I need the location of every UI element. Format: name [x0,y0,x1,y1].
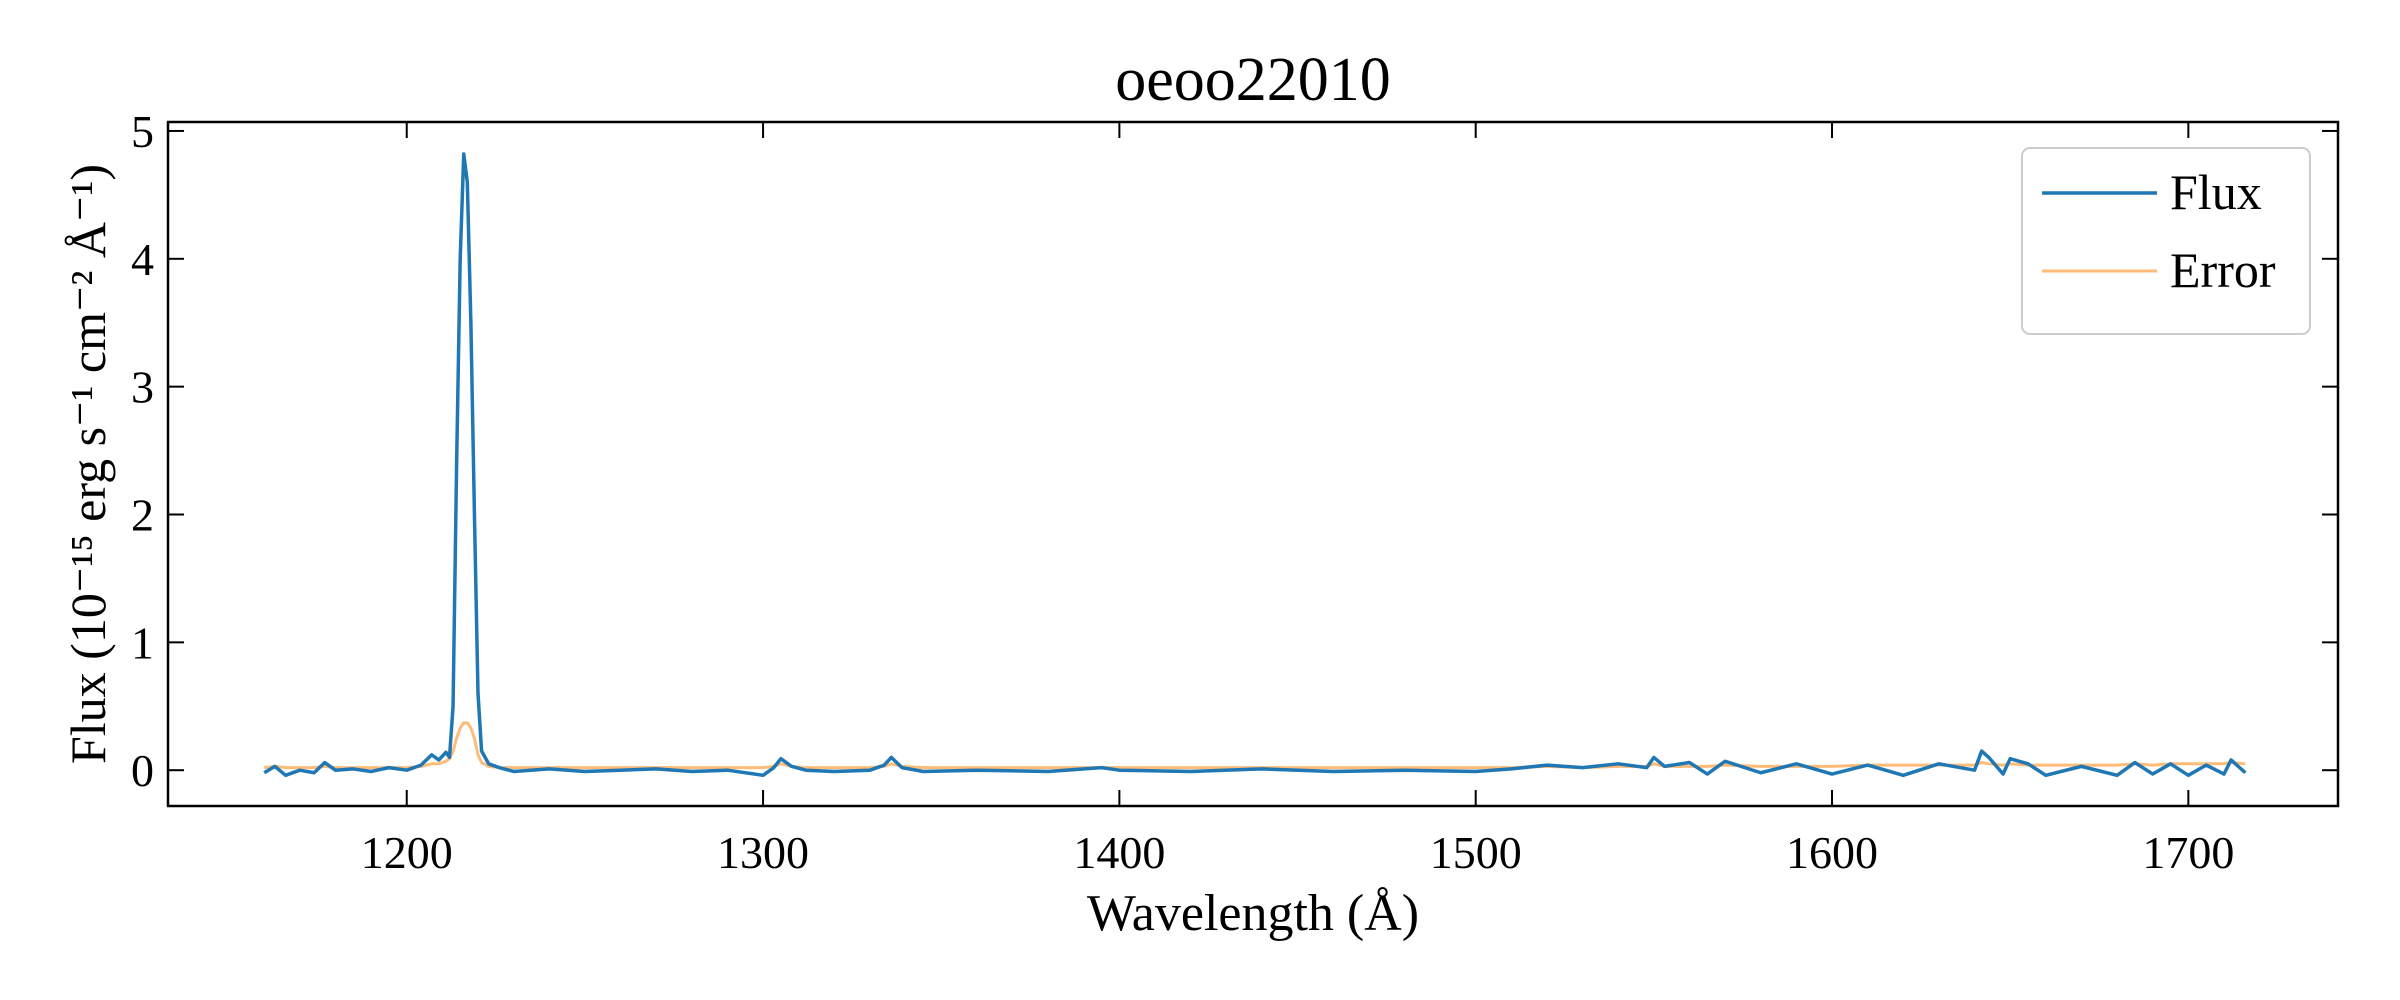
series-line [264,721,2246,770]
legend-label: Flux [2170,164,2262,220]
x-tick-label: 1700 [2142,827,2234,878]
legend-box [2021,147,2311,335]
y-tick-label: 3 [131,362,154,413]
x-axis-label: Wavelength (Å) [1087,885,1419,942]
x-tick-label: 1400 [1073,827,1165,878]
x-tick-label: 1300 [717,827,809,878]
legend-label: Error [2170,242,2276,298]
y-tick-label: 2 [131,490,154,541]
x-tick-label: 1200 [361,827,453,878]
plot-frame [166,120,2340,808]
y-tick-label: 1 [131,617,154,668]
x-tick-label: 1500 [1430,827,1522,878]
y-axis-label: Flux (10⁻¹⁵ erg s⁻¹ cm⁻² Å⁻¹) [60,164,116,764]
y-tick-label: 4 [131,234,154,285]
y-tick-label: 5 [131,106,154,157]
y-tick-label: 0 [131,745,154,796]
series-line [263,152,2247,778]
x-tick-label: 1600 [1786,827,1878,878]
chart-title: oeoo22010 [1115,46,1391,114]
